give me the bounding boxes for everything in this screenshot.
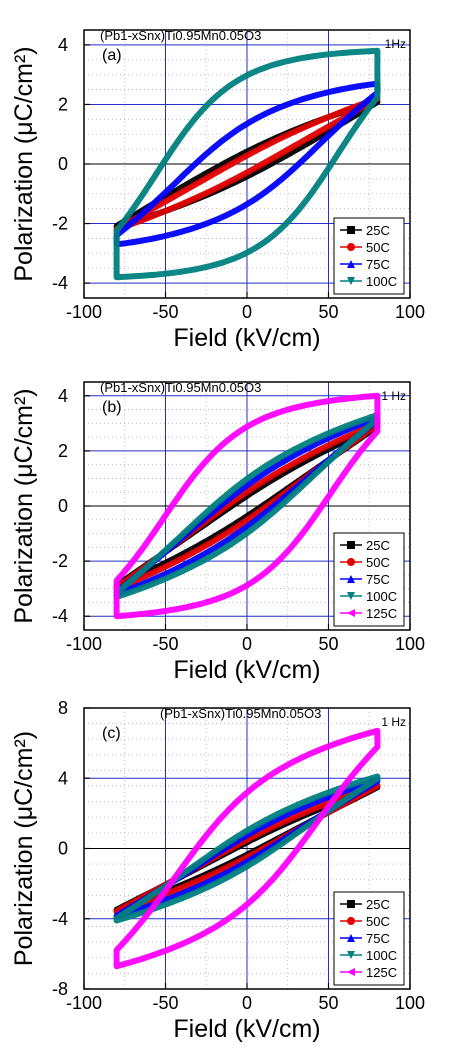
panel-label: (c)	[102, 725, 121, 742]
y-tick-label: 0	[58, 496, 68, 516]
x-tick-label: -100	[66, 634, 102, 654]
legend-label-25C: 25C	[366, 223, 390, 238]
x-axis-label: Field (kV/cm)	[173, 324, 320, 352]
y-axis-label: Polarization (μC/cm²)	[10, 731, 38, 966]
legend-label-25C: 25C	[366, 897, 390, 912]
legend-marker-100C	[347, 951, 355, 959]
x-tick-label: 50	[318, 302, 338, 322]
x-axis-label: Field (kV/cm)	[173, 656, 320, 684]
y-tick-label: 2	[58, 94, 68, 114]
y-tick-label: -4	[52, 606, 68, 626]
y-tick-label: -2	[52, 551, 68, 571]
x-axis-label: Field (kV/cm)	[173, 1015, 320, 1043]
x-tick-label: -50	[152, 634, 178, 654]
legend-label-75C: 75C	[366, 931, 390, 946]
legend-marker-75C	[347, 260, 355, 268]
y-tick-label: 4	[58, 386, 68, 406]
x-tick-label: 50	[318, 634, 338, 654]
formula-label: (Pb1-xSnx)Ti0.95Mn0.05O3	[100, 380, 261, 395]
panel-label: (a)	[102, 47, 122, 64]
y-axis-label: Polarization (μC/cm²)	[10, 46, 38, 281]
frequency-label: 1Hz	[385, 37, 406, 51]
legend-marker-125C	[347, 609, 355, 617]
y-tick-label: 4	[58, 768, 68, 788]
x-tick-label: 100	[395, 993, 425, 1013]
legend-marker-125C	[347, 968, 355, 976]
y-tick-label: -2	[52, 214, 68, 234]
x-tick-label: 100	[395, 634, 425, 654]
y-tick-label: -4	[52, 273, 68, 293]
x-tick-label: 0	[242, 302, 252, 322]
legend-marker-75C	[347, 575, 355, 583]
y-tick-label: 0	[58, 839, 68, 859]
legend-label-100C: 100C	[366, 948, 397, 963]
legend-marker-50C	[347, 558, 355, 566]
legend-marker-100C	[347, 277, 355, 285]
y-tick-label: -8	[52, 979, 68, 999]
series-loop-100C	[113, 773, 381, 924]
legend: 25C 50C 75C 100C	[333, 217, 405, 295]
legend-label-125C: 125C	[366, 965, 397, 980]
y-tick-label: -4	[52, 909, 68, 929]
x-tick-label: -50	[152, 302, 178, 322]
legend-label-75C: 75C	[366, 257, 390, 272]
y-tick-label: 0	[58, 154, 68, 174]
chart-panel-1: -100 -50 0 50 100 -4 -2 0 2 4 Field (kV/cm) Polariz…	[10, 28, 425, 352]
x-tick-label: -50	[152, 993, 178, 1013]
x-tick-label: 0	[242, 993, 252, 1013]
x-tick-label: -100	[66, 993, 102, 1013]
series-loop-100C	[113, 47, 381, 281]
legend-label-50C: 50C	[366, 555, 390, 570]
legend-label-25C: 25C	[366, 538, 390, 553]
y-axis-label: Polarization (μC/cm²)	[10, 388, 38, 623]
legend-label-75C: 75C	[366, 572, 390, 587]
series-loop-125C	[113, 392, 381, 620]
legend-marker-25C	[347, 541, 355, 549]
legend-label-125C: 125C	[366, 606, 397, 621]
formula-label: (Pb1-xSnx)Ti0.95Mn0.05O3	[100, 28, 261, 43]
y-tick-label: 2	[58, 441, 68, 461]
formula-label: (Pb1-xSnx)Ti0.95Mn0.05O3	[160, 706, 321, 721]
x-tick-label: 0	[242, 634, 252, 654]
series-loop-125C	[113, 727, 381, 970]
legend: 25C 50C 75C 100C 125C	[333, 891, 405, 986]
chart-panel-2: -100 -50 0 50 100 -4 -2 0 2 4 Field (kV/cm) Polariz…	[10, 380, 425, 684]
legend-marker-25C	[347, 900, 355, 908]
legend-label-50C: 50C	[366, 240, 390, 255]
legend-marker-75C	[347, 934, 355, 942]
legend: 25C 50C 75C 100C 125C	[333, 532, 405, 627]
y-tick-label: 4	[58, 35, 68, 55]
legend-marker-100C	[347, 592, 355, 600]
legend-marker-50C	[347, 243, 355, 251]
x-tick-label: 100	[395, 302, 425, 322]
legend-label-100C: 100C	[366, 589, 397, 604]
y-tick-label: 8	[58, 698, 68, 718]
panel-label: (b)	[102, 399, 122, 416]
legend-marker-25C	[347, 226, 355, 234]
x-tick-label: 50	[318, 993, 338, 1013]
frequency-label: 1 Hz	[381, 715, 406, 729]
legend-label-100C: 100C	[366, 274, 397, 289]
legend-label-50C: 50C	[366, 914, 390, 929]
x-tick-label: -100	[66, 302, 102, 322]
legend-marker-50C	[347, 917, 355, 925]
frequency-label: 1 Hz	[381, 389, 406, 403]
chart-panel-3: -100 -50 0 50 100 -8 -4 0 4 8 Field (kV/cm) Polariz…	[10, 698, 425, 1043]
